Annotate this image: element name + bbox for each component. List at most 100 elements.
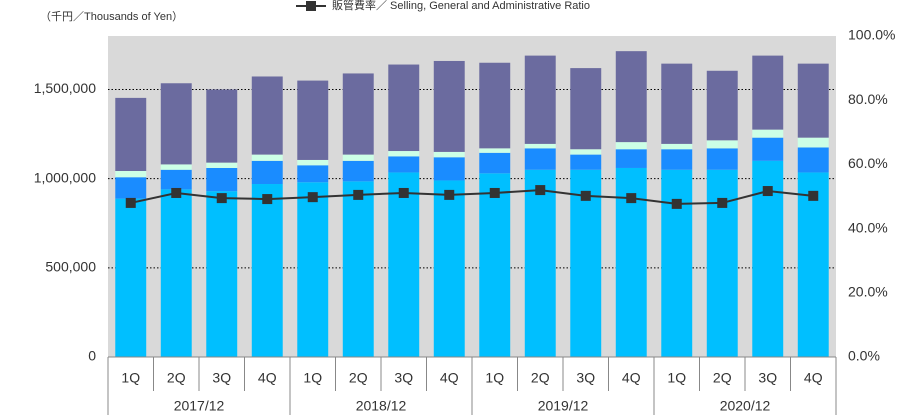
bar-segment [661, 169, 693, 357]
y2-tick-label: 20.0% [848, 284, 888, 300]
bar-segment [297, 165, 329, 183]
ratio-marker [262, 194, 273, 205]
ratio-marker [671, 198, 682, 209]
y-tick-label: 1,500,000 [34, 80, 96, 96]
bar-segment [115, 198, 147, 357]
x-tick-label: 4Q [804, 370, 823, 386]
bar-segment [706, 148, 738, 170]
x-tick-label: 1Q [121, 370, 140, 386]
bar-segment [752, 129, 784, 138]
y-tick-label: 500,000 [45, 259, 96, 275]
ratio-marker [216, 193, 227, 204]
ratio-marker [535, 185, 546, 196]
bar-segment [479, 152, 511, 174]
bar-segment [524, 143, 556, 149]
legend-label: 販管費率／ Selling, General and Administrativ… [332, 0, 590, 12]
bar-segment [433, 151, 465, 158]
bar-segment [388, 64, 420, 152]
bar-segment [661, 143, 693, 150]
bar-segment [160, 189, 192, 357]
y-axis-label: （千円／Thousands of Yen） [40, 10, 183, 23]
bar-segment [797, 63, 829, 138]
x-group-label: 2019/12 [538, 398, 589, 414]
x-tick-label: 3Q [576, 370, 595, 386]
bar-segment [570, 154, 602, 170]
bar-segment [251, 76, 283, 155]
bar-segment [115, 177, 147, 199]
bar-segment [160, 83, 192, 165]
bar-segment [570, 149, 602, 155]
legend-marker [306, 1, 316, 11]
bar-segment [342, 154, 374, 161]
bar-segment [524, 148, 556, 170]
bar-segment [479, 62, 511, 149]
bar-segment [479, 148, 511, 153]
bar-segment [570, 68, 602, 150]
x-tick-label: 1Q [485, 370, 504, 386]
bar-segment [206, 162, 238, 168]
x-tick-label: 3Q [758, 370, 777, 386]
y2-tick-label: 0.0% [848, 348, 880, 364]
ratio-marker [398, 187, 409, 198]
x-tick-label: 2Q [167, 370, 186, 386]
bar-segment [251, 154, 283, 161]
bar-segment [706, 169, 738, 357]
bar-segment [797, 172, 829, 357]
bar-segment [115, 170, 147, 178]
bar-segment [752, 55, 784, 130]
ratio-marker [580, 190, 591, 201]
bar-segment [342, 73, 374, 155]
bar-segment [661, 63, 693, 144]
bar-segment [160, 164, 192, 170]
bar-segment [797, 147, 829, 173]
bar-segment [388, 151, 420, 157]
bar-segment [251, 160, 283, 185]
x-tick-label: 2Q [349, 370, 368, 386]
bar-segment [160, 169, 192, 190]
bar-segment [206, 89, 238, 163]
bar-segment [797, 137, 829, 148]
y2-tick-label: 80.0% [848, 91, 888, 107]
bar-segment [706, 140, 738, 149]
bar-segment [615, 142, 647, 150]
bar-segment [297, 80, 329, 160]
bar-segment [433, 157, 465, 181]
bar-segment [615, 51, 647, 143]
x-tick-label: 2Q [531, 370, 550, 386]
bar-segment [206, 191, 238, 357]
bar-segment [251, 184, 283, 357]
x-tick-label: 3Q [212, 370, 231, 386]
bar-segment [342, 181, 374, 357]
x-tick-label: 4Q [622, 370, 641, 386]
bar-segment [206, 167, 238, 192]
x-tick-label: 1Q [667, 370, 686, 386]
bar-segment [342, 160, 374, 182]
bar-segment [752, 137, 784, 161]
bar-segment [570, 169, 602, 357]
ratio-marker [626, 193, 637, 204]
bar-segment [661, 149, 693, 170]
x-tick-label: 1Q [303, 370, 322, 386]
ratio-marker [171, 187, 182, 198]
ratio-marker [717, 197, 728, 208]
bar-segment [706, 70, 738, 141]
x-group-label: 2018/12 [356, 398, 407, 414]
bar-segment [297, 182, 329, 357]
ratio-marker [353, 189, 364, 200]
ratio-marker [808, 190, 819, 201]
ratio-line [130, 189, 814, 205]
bar-segment [388, 172, 420, 357]
ratio-marker [444, 189, 455, 200]
bar-segment [297, 159, 329, 166]
bar-segment [479, 173, 511, 357]
y2-tick-label: 40.0% [848, 219, 888, 235]
bar-segment [115, 97, 147, 171]
bar-segment [524, 55, 556, 144]
y2-tick-label: 100.0% [848, 27, 895, 43]
ratio-marker [307, 192, 318, 203]
bar-segment [433, 60, 465, 152]
ratio-marker [489, 187, 500, 198]
bar-segment [615, 149, 647, 168]
x-tick-label: 4Q [258, 370, 277, 386]
